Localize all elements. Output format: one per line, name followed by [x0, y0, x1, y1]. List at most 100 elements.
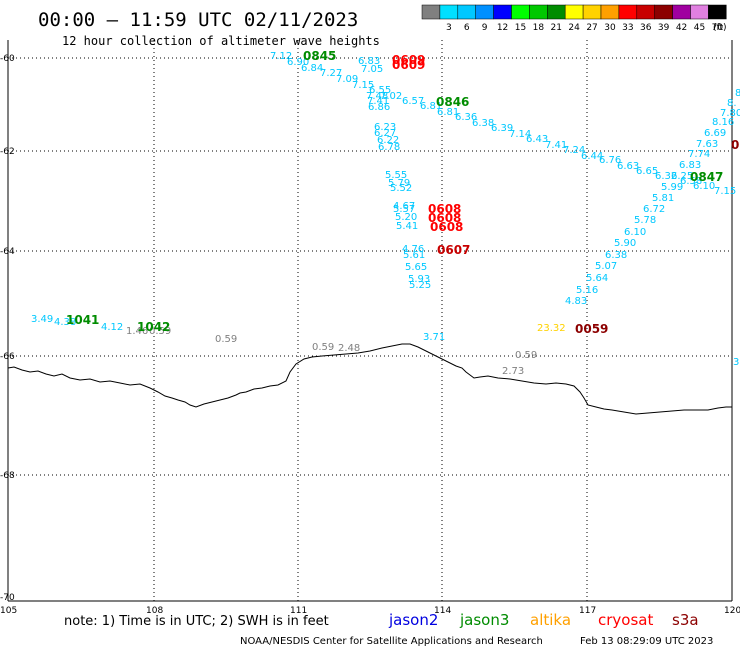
colorbar-swatch [672, 4, 691, 20]
swh-value-label: 7.41 [367, 96, 389, 107]
colorbar-label: 39 [658, 23, 670, 33]
swh-value-label: 7.63 [696, 139, 718, 150]
swh-value-label: 7.14 [509, 129, 531, 140]
swh-value-label: 5.64 [586, 273, 608, 284]
pass-time-label: 0609 [392, 53, 425, 67]
colorbar-swatch [475, 4, 494, 20]
pass-time-label: 0059 [575, 322, 608, 336]
colorbar: 3 6 9 12 15 18 21 24 27 30 33 36 39 42 45 70 [421, 4, 727, 33]
colorbar-swatch [511, 4, 530, 20]
swh-value-label: 5.65 [405, 262, 427, 273]
swh-value-label: 5.93 [408, 274, 430, 285]
swh-value-label: 5.78 [634, 215, 656, 226]
swh-value-label: 1.46 [126, 326, 148, 337]
lat-tick-64: -64 [0, 247, 15, 257]
colorbar-label: 30 [604, 23, 616, 33]
colorbar-swatch [708, 4, 727, 20]
colorbar-swatch [582, 4, 602, 20]
swh-value-label: 7.41 [545, 140, 567, 151]
swh-value-label: 6.39 [491, 123, 513, 134]
pass-time-label: 1042 [137, 320, 170, 334]
swh-value-label: 7.12 [270, 51, 292, 62]
colorbar-swatch [457, 4, 476, 20]
swh-value-label: 23.32 [537, 323, 566, 334]
swh-value-label: 6.36 [455, 112, 477, 123]
pass-time-label: 0845 [303, 49, 336, 63]
legend-cryosat: cryosat [598, 611, 653, 629]
pass-time-label: 0609 [392, 58, 425, 72]
swh-value-label: 6.81 [437, 107, 459, 118]
map-subtitle: 12 hour collection of altimeter wave hei… [62, 34, 380, 48]
swh-value-label: 7.09 [336, 74, 358, 85]
lon-tick-111: 111 [290, 606, 307, 616]
legend-altika: altika [530, 611, 571, 629]
swh-value-label: 6.32 [655, 171, 677, 182]
swh-value-label: 7.48 [366, 91, 388, 102]
pass-time-label: 0607 [437, 243, 470, 257]
swh-labels: 7.126.906.847.277.096.837.057.156.557.48… [31, 51, 740, 377]
swh-value-label: 4.38 [54, 317, 76, 328]
colorbar-swatch [493, 4, 512, 20]
swh-value-label: 8 [735, 88, 740, 99]
colorbar-label: 36 [640, 23, 652, 33]
lon-tick-120: 120 [724, 606, 740, 616]
swh-value-label: 7.15 [714, 186, 736, 197]
coastline [7, 343, 732, 415]
swh-value-label: 5.52 [390, 183, 412, 194]
swh-value-label: 5.57 [393, 204, 415, 215]
swh-value-label: 5.25 [409, 280, 431, 291]
colorbar-label: 15 [515, 23, 526, 33]
legend-jason3: jason3 [459, 611, 509, 629]
colorbar-swatch [636, 4, 655, 20]
colorbar-swatch [564, 4, 584, 20]
swh-value-label: 6.25 [671, 171, 693, 182]
swh-value-label: 0.59 [215, 334, 237, 345]
swh-value-label: 7.05 [361, 64, 383, 75]
swh-value-label: 8.16 [712, 117, 734, 128]
swh-value-label: 6.10 [624, 227, 646, 238]
colorbar-label: 6 [464, 23, 470, 33]
swh-value-label: 6.38 [472, 118, 494, 129]
swh-value-label: 6.65 [636, 166, 658, 177]
swh-value-label: 6.22 [377, 135, 399, 146]
swh-value-label: 7.80 [720, 108, 740, 119]
colorbar-swatch [421, 4, 441, 20]
colorbar-swatch [690, 4, 709, 20]
pass-time-label: 0608 [428, 211, 461, 225]
colorbar-unit: (ft) [713, 23, 727, 33]
swh-value-label: 6.23 [374, 122, 396, 133]
pass-time-label: 0 [731, 138, 739, 152]
colorbar-label: 42 [676, 23, 687, 33]
swh-value-label: 3.71 [423, 332, 445, 343]
lat-tick-62: -62 [0, 147, 15, 157]
swh-value-label: 5.61 [403, 250, 425, 261]
colorbar-label: 12 [497, 23, 508, 33]
swh-value-label: 4.76 [402, 244, 424, 255]
colorbar-label: 45 [694, 23, 705, 33]
pass-time-label: 0608 [428, 202, 461, 216]
swh-value-label: 0.59 [515, 350, 537, 361]
swh-value-label: 6.69 [704, 128, 726, 139]
colorbar-label: 21 [551, 23, 562, 33]
colorbar-swatch [529, 4, 548, 20]
swh-value-label: 6.83 [679, 160, 701, 171]
lon-tick-108: 108 [146, 606, 163, 616]
pass-labels: 0845 060906090846084700608060806080607104… [66, 49, 739, 336]
swh-value-label: 3 [733, 357, 739, 368]
swh-value-label: 6.58 [680, 176, 702, 187]
colorbar-label: 3 [446, 23, 452, 33]
colorbar-swatch [654, 4, 673, 20]
colorbar-label: 18 [533, 23, 545, 33]
swh-value-label: 4.12 [101, 322, 123, 333]
swh-value-label: 6.81 [420, 101, 442, 112]
swh-value-label: 5.07 [595, 261, 617, 272]
lat-tick-66: -66 [0, 352, 15, 362]
swh-value-label: 6.83 [358, 56, 380, 67]
colorbar-swatch [439, 4, 459, 20]
lat-tick-70: -70 [0, 593, 15, 603]
lat-tick-68: -68 [0, 471, 15, 481]
swh-value-label: 0.59 [149, 326, 171, 337]
swh-value-label: 6.27 [374, 128, 396, 139]
swh-value-label: 5.55 [385, 170, 407, 181]
swh-value-label: 2.73 [502, 366, 524, 377]
